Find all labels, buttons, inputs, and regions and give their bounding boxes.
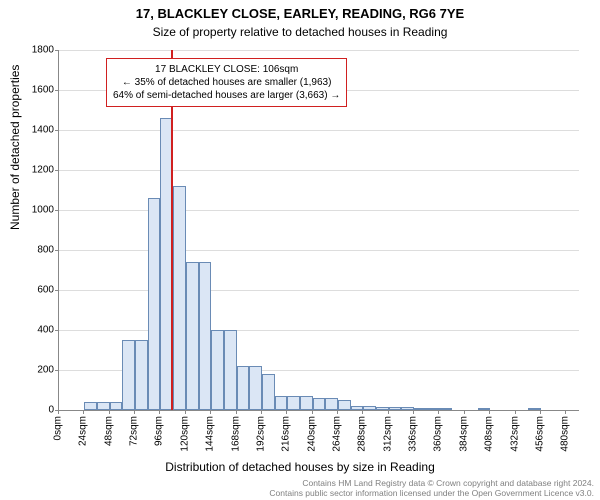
xtick-label: 264sqm <box>332 416 343 452</box>
xtick-label: 96sqm <box>154 416 165 446</box>
histogram-bar <box>186 262 199 410</box>
xtick-label: 24sqm <box>78 416 89 446</box>
histogram-bar <box>287 396 300 410</box>
chart-title: 17, BLACKLEY CLOSE, EARLEY, READING, RG6… <box>0 0 600 23</box>
histogram-bar <box>199 262 212 410</box>
histogram-bar <box>313 398 326 410</box>
x-axis-label: Distribution of detached houses by size … <box>0 460 600 474</box>
gridline <box>59 290 579 291</box>
xtick-label: 432sqm <box>509 416 520 452</box>
ytick-label: 400 <box>14 325 54 336</box>
xtick-label: 216sqm <box>281 416 292 452</box>
annotation-line2: ← 35% of detached houses are smaller (1,… <box>113 76 340 89</box>
ytick-label: 200 <box>14 365 54 376</box>
xtick-label: 480sqm <box>560 416 571 452</box>
ytick-label: 0 <box>14 405 54 416</box>
gridline <box>59 170 579 171</box>
annotation-line1: 17 BLACKLEY CLOSE: 106sqm <box>113 63 340 76</box>
xtick-label: 336sqm <box>408 416 419 452</box>
histogram-bar <box>84 402 97 410</box>
histogram-bar <box>249 366 262 410</box>
histogram-bar <box>224 330 237 410</box>
xtick-label: 288sqm <box>357 416 368 452</box>
annotation-line3: 64% of semi-detached houses are larger (… <box>113 89 340 102</box>
chart-subtitle: Size of property relative to detached ho… <box>0 23 600 39</box>
xtick-label: 144sqm <box>205 416 216 452</box>
histogram-bar <box>325 398 338 410</box>
gridline <box>59 210 579 211</box>
xtick-label: 120sqm <box>179 416 190 452</box>
footer-line2: Contains public sector information licen… <box>269 488 594 498</box>
ytick-label: 800 <box>14 245 54 256</box>
ytick-label: 600 <box>14 285 54 296</box>
histogram-bar <box>97 402 110 410</box>
ytick-label: 1000 <box>14 205 54 216</box>
gridline <box>59 130 579 131</box>
histogram-bar <box>211 330 224 410</box>
histogram-bar <box>338 400 351 410</box>
xtick-label: 168sqm <box>230 416 241 452</box>
xtick-label: 192sqm <box>255 416 266 452</box>
xtick-label: 48sqm <box>103 416 114 446</box>
histogram-bar <box>173 186 186 410</box>
gridline <box>59 250 579 251</box>
y-axis-ticks: 020040060080010001200140016001800 <box>0 50 58 410</box>
histogram-bar <box>148 198 161 410</box>
histogram-bar <box>262 374 275 410</box>
gridline <box>59 50 579 51</box>
xtick-label: 72sqm <box>129 416 140 446</box>
ytick-label: 1800 <box>14 45 54 56</box>
ytick-label: 1600 <box>14 85 54 96</box>
histogram-bar <box>110 402 123 410</box>
xtick-label: 384sqm <box>458 416 469 452</box>
histogram-bar <box>237 366 250 410</box>
xtick-label: 240sqm <box>306 416 317 452</box>
footer-line1: Contains HM Land Registry data © Crown c… <box>269 478 594 488</box>
xtick-label: 456sqm <box>534 416 545 452</box>
xtick-label: 408sqm <box>484 416 495 452</box>
xtick-label: 360sqm <box>433 416 444 452</box>
xtick-label: 312sqm <box>382 416 393 452</box>
gridline <box>59 330 579 331</box>
ytick-label: 1400 <box>14 125 54 136</box>
histogram-bar <box>275 396 288 410</box>
xtick-label: 0sqm <box>53 416 64 440</box>
footer-text: Contains HM Land Registry data © Crown c… <box>269 478 594 498</box>
histogram-bar <box>135 340 148 410</box>
chart-container: 17, BLACKLEY CLOSE, EARLEY, READING, RG6… <box>0 0 600 500</box>
x-axis-ticks: 0sqm24sqm48sqm72sqm96sqm120sqm144sqm168s… <box>58 410 578 460</box>
histogram-bar <box>122 340 135 410</box>
annotation-box: 17 BLACKLEY CLOSE: 106sqm ← 35% of detac… <box>106 58 347 107</box>
histogram-bar <box>300 396 313 410</box>
ytick-label: 1200 <box>14 165 54 176</box>
